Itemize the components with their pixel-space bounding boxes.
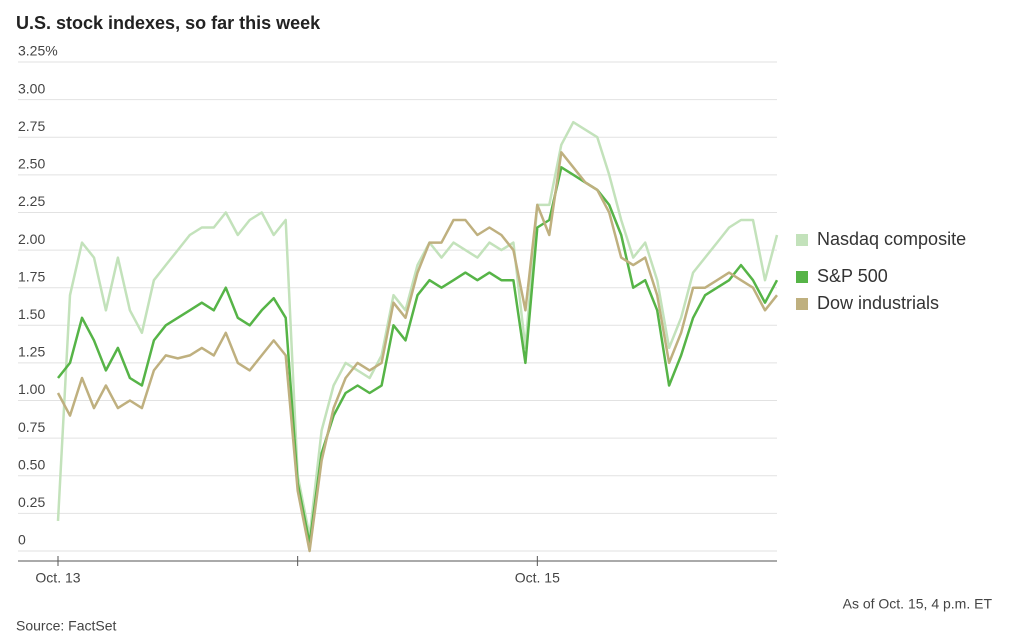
chart-title: U.S. stock indexes, so far this week — [16, 13, 321, 33]
legend-swatch — [796, 234, 808, 246]
y-tick-label: 1.75 — [18, 268, 45, 284]
y-tick-label: 0.25 — [18, 494, 45, 510]
y-tick-label: 0 — [18, 532, 26, 548]
y-tick-label: 3.00 — [18, 80, 45, 96]
y-tick-label: 2.00 — [18, 231, 45, 247]
line — [56, 151, 778, 553]
y-tick-label: 0.75 — [18, 419, 45, 435]
legend-swatch — [796, 298, 808, 310]
legend-label: Nasdaq composite — [817, 229, 966, 249]
note: As of Oct. 15, 4 p.m. ET — [843, 596, 993, 612]
line — [57, 166, 779, 545]
y-tick-label: 2.50 — [18, 156, 45, 172]
y-tick-label: 3.25% — [18, 43, 58, 59]
y-tick-label: 0.50 — [18, 456, 45, 472]
legend-label: Dow industrials — [817, 293, 939, 313]
source: Source: FactSet — [16, 618, 116, 634]
x-tick-label: Oct. 15 — [515, 570, 560, 586]
y-tick-label: 2.75 — [18, 118, 45, 134]
y-tick-label: 1.25 — [18, 344, 45, 360]
y-tick-label: 1.50 — [18, 306, 45, 322]
y-tick-label: 2.25 — [18, 193, 45, 209]
x-tick-label: Oct. 13 — [35, 570, 80, 586]
y-tick-label: 1.00 — [18, 381, 45, 397]
line — [56, 120, 779, 538]
legend-label: S&P 500 — [817, 266, 888, 286]
legend-swatch — [796, 271, 808, 283]
